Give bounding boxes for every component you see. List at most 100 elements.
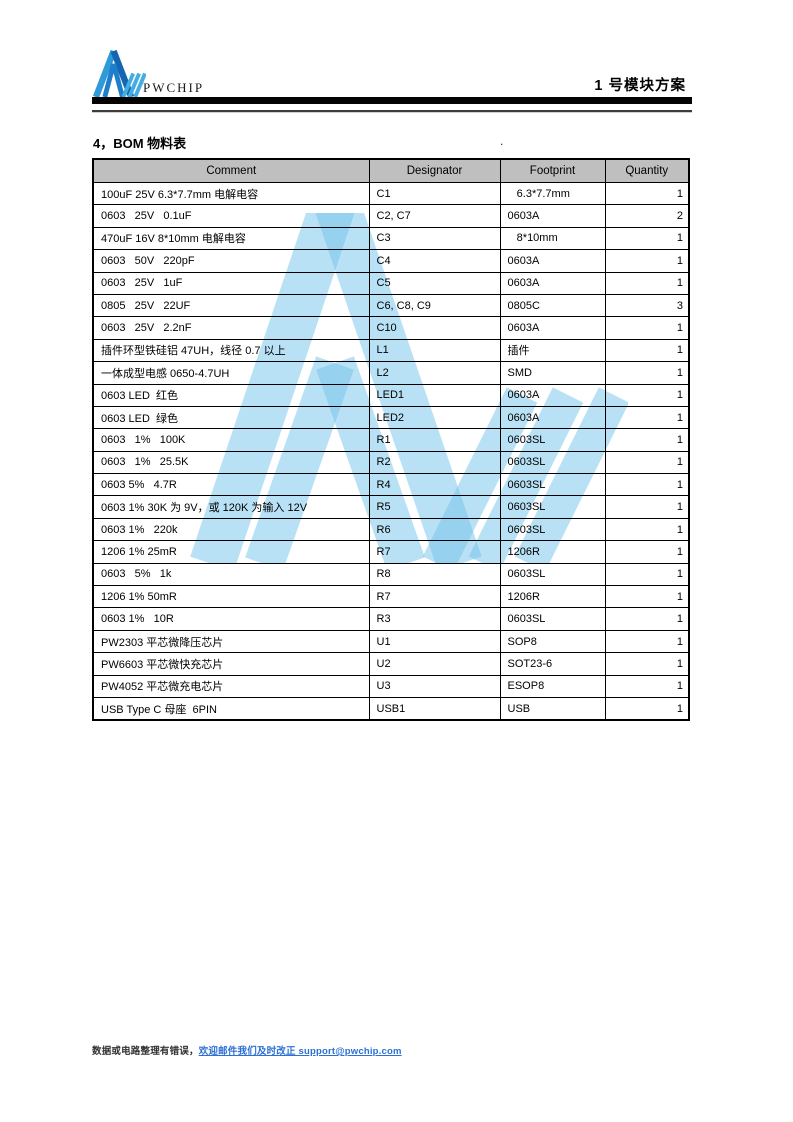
bom-designator-cell: R7 [368, 585, 501, 609]
bom-footprint-cell: 0603SL [499, 428, 606, 452]
bom-footprint-cell: 0603SL [499, 450, 606, 475]
bom-footprint-cell: 1206R [499, 540, 606, 564]
bom-designator-cell: LED1 [368, 383, 501, 407]
bom-quantity-cell: 1 [604, 495, 690, 519]
bom-comment-cell: 一体成型电感 0650-4.7UH [92, 361, 370, 385]
bom-quantity-cell: 1 [604, 316, 690, 340]
bom-comment-cell: 0603 1% 100K [92, 428, 370, 452]
bom-designator-cell: C3 [368, 226, 501, 251]
bom-quantity-cell: 1 [604, 629, 690, 654]
bom-footprint-cell: 0603SL [499, 495, 606, 519]
bom-table-header: Comment Designator Footprint Quantity [92, 158, 690, 183]
bom-quantity-cell: 1 [604, 383, 690, 407]
table-row: 0603 1% 100K R1 0603SL 1 [92, 428, 690, 452]
logo-wordmark: PWCHIP [143, 80, 205, 95]
bom-quantity-cell: 1 [604, 226, 690, 251]
bom-footprint-cell: 0603SL [499, 517, 606, 542]
table-row: 0603 25V 0.1uF C2, C7 0603A 2 [92, 204, 690, 228]
table-row: 0805 25V 22UF C6, C8, C9 0805C 3 [92, 293, 690, 318]
bom-comment-cell: 0603 25V 0.1uF [92, 204, 370, 228]
bom-footprint-cell: 0603A [499, 204, 606, 228]
stray-dot: . [500, 134, 504, 148]
document-title: 1 号模块方案 [594, 78, 686, 94]
bom-comment-cell: 0603 1% 30K 为 9V，或 120K 为输入 12V [92, 495, 370, 519]
table-row: PW6603 平芯微快充芯片 U2 SOT23-6 1 [92, 652, 690, 676]
table-row: PW2303 平芯微降压芯片 U1 SOP8 1 [92, 629, 690, 654]
table-row: 0603 25V 1uF C5 0603A 1 [92, 271, 690, 295]
page-footer: 数据或电路整理有错误，欢迎邮件我们及时改正 support@pwchip.com [92, 1043, 402, 1057]
bom-designator-cell: L2 [368, 361, 501, 385]
bom-comment-cell: 470uF 16V 8*10mm 电解电容 [92, 226, 370, 251]
bom-quantity-cell: 1 [604, 428, 690, 452]
bom-footprint-cell: 6.3*7.7mm [499, 181, 606, 206]
page-header: PWCHIP 1 号模块方案 [92, 40, 692, 98]
pwchip-logo-icon [92, 49, 146, 98]
table-row: 0603 LED 绿色 LED2 0603A 1 [92, 405, 690, 430]
table-row: 插件环型铁硅铝 47UH，线径 0.7 以上 L1 插件 1 [92, 338, 690, 363]
bom-quantity-cell: 1 [604, 674, 690, 698]
bom-designator-cell: R2 [368, 450, 501, 475]
header-thick-rule [92, 97, 692, 104]
footer-support-link[interactable]: 欢迎邮件我们及时改正 support@pwchip.com [198, 1046, 402, 1057]
column-header-designator: Designator [368, 158, 501, 183]
table-row: 0603 25V 2.2nF C10 0603A 1 [92, 316, 690, 340]
bom-quantity-cell: 1 [604, 540, 690, 564]
bom-comment-cell: PW6603 平芯微快充芯片 [92, 652, 370, 676]
bom-quantity-cell: 1 [604, 271, 690, 295]
bom-quantity-cell: 1 [604, 450, 690, 475]
bom-comment-cell: 0603 LED 红色 [92, 383, 370, 407]
bom-quantity-cell: 1 [604, 361, 690, 385]
bom-designator-cell: R3 [368, 607, 501, 631]
bom-footprint-cell: SOP8 [499, 629, 606, 654]
bom-quantity-cell: 1 [604, 696, 690, 721]
table-row: USB Type C 母座 6PIN USB1 USB 1 [92, 696, 690, 721]
header-row: Comment Designator Footprint Quantity [92, 158, 690, 183]
bom-quantity-cell: 1 [604, 562, 690, 587]
bom-designator-cell: C2, C7 [368, 204, 501, 228]
bom-quantity-cell: 3 [604, 293, 690, 318]
bom-footprint-cell: SMD [499, 361, 606, 385]
bom-designator-cell: C6, C8, C9 [368, 293, 501, 318]
bom-comment-cell: 0603 1% 220k [92, 517, 370, 542]
bom-comment-cell: 0603 5% 1k [92, 562, 370, 587]
bom-designator-cell: R5 [368, 495, 501, 519]
table-row: 0603 5% 1k R8 0603SL 1 [92, 562, 690, 587]
table-row: 0603 1% 10R R3 0603SL 1 [92, 607, 690, 631]
bom-quantity-cell: 2 [604, 204, 690, 228]
table-row: 1206 1% 50mR R7 1206R 1 [92, 585, 690, 609]
bom-footprint-cell: 0603A [499, 316, 606, 340]
bom-table-body: 100uF 25V 6.3*7.7mm 电解电容 C1 6.3*7.7mm 1 060… [92, 181, 690, 721]
bom-quantity-cell: 1 [604, 607, 690, 631]
table-row: 1206 1% 25mR R7 1206R 1 [92, 540, 690, 564]
bom-footprint-cell: 0603SL [499, 607, 606, 631]
table-row: 0603 1% 220k R6 0603SL 1 [92, 517, 690, 542]
bom-comment-cell: 0603 25V 1uF [92, 271, 370, 295]
bom-comment-cell: 0603 50V 220pF [92, 249, 370, 273]
bom-quantity-cell: 1 [604, 585, 690, 609]
section-title: 4，BOM 物料表 [93, 136, 187, 151]
bom-comment-cell: 0603 1% 10R [92, 607, 370, 631]
bom-footprint-cell: 0603A [499, 405, 606, 430]
column-header-comment: Comment [92, 158, 370, 183]
bom-designator-cell: C10 [368, 316, 501, 340]
bom-designator-cell: U2 [368, 652, 501, 676]
bom-designator-cell: U3 [368, 674, 501, 698]
table-row: PW4052 平芯微充电芯片 U3 ESOP8 1 [92, 674, 690, 698]
bom-footprint-cell: USB [499, 696, 606, 721]
bom-comment-cell: 插件环型铁硅铝 47UH，线径 0.7 以上 [92, 338, 370, 363]
bom-footprint-cell: 插件 [499, 338, 606, 363]
bom-comment-cell: 1206 1% 50mR [92, 585, 370, 609]
table-row: 0603 50V 220pF C4 0603A 1 [92, 249, 690, 273]
bom-footprint-cell: 0603A [499, 249, 606, 273]
bom-designator-cell: R4 [368, 473, 501, 497]
bom-comment-cell: 100uF 25V 6.3*7.7mm 电解电容 [92, 181, 370, 206]
bom-quantity-cell: 1 [604, 473, 690, 497]
bom-comment-cell: 0603 5% 4.7R [92, 473, 370, 497]
bom-designator-cell: C5 [368, 271, 501, 295]
bom-footprint-cell: 0603SL [499, 562, 606, 587]
bom-quantity-cell: 1 [604, 405, 690, 430]
bom-footprint-cell: 1206R [499, 585, 606, 609]
column-header-quantity: Quantity [604, 158, 690, 183]
bom-designator-cell: L1 [368, 338, 501, 363]
